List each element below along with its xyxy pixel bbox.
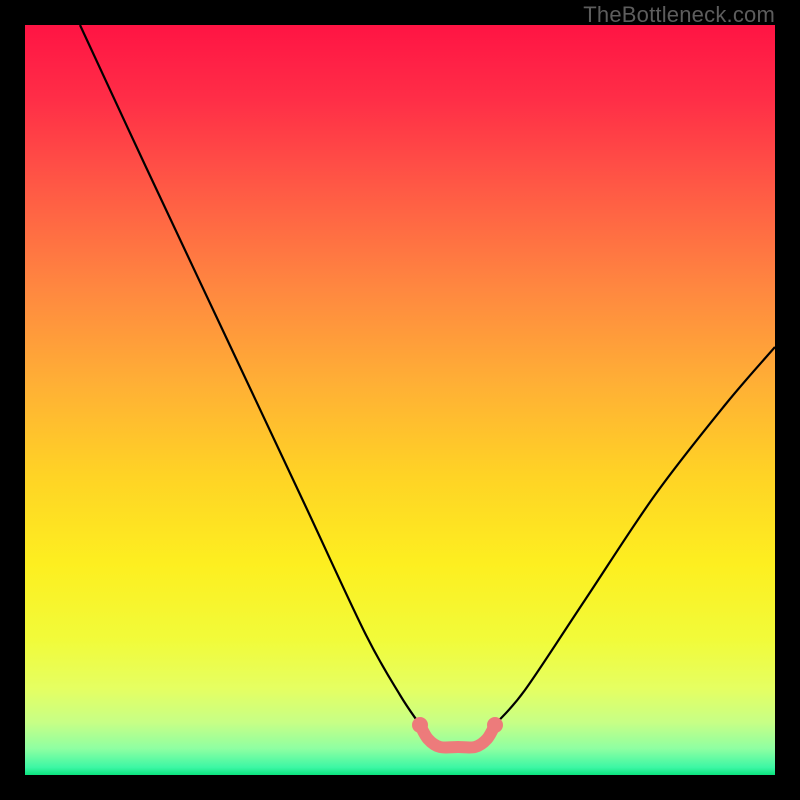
curve-layer — [25, 25, 775, 775]
bottom-marker-endpoint-right — [487, 717, 503, 733]
plot-area — [25, 25, 775, 775]
chart-container: TheBottleneck.com — [0, 0, 800, 800]
bottom-marker-endpoint-left — [412, 717, 428, 733]
bottleneck-curve — [80, 25, 775, 747]
watermark-text: TheBottleneck.com — [583, 2, 775, 28]
bottom-marker-line — [420, 725, 495, 748]
